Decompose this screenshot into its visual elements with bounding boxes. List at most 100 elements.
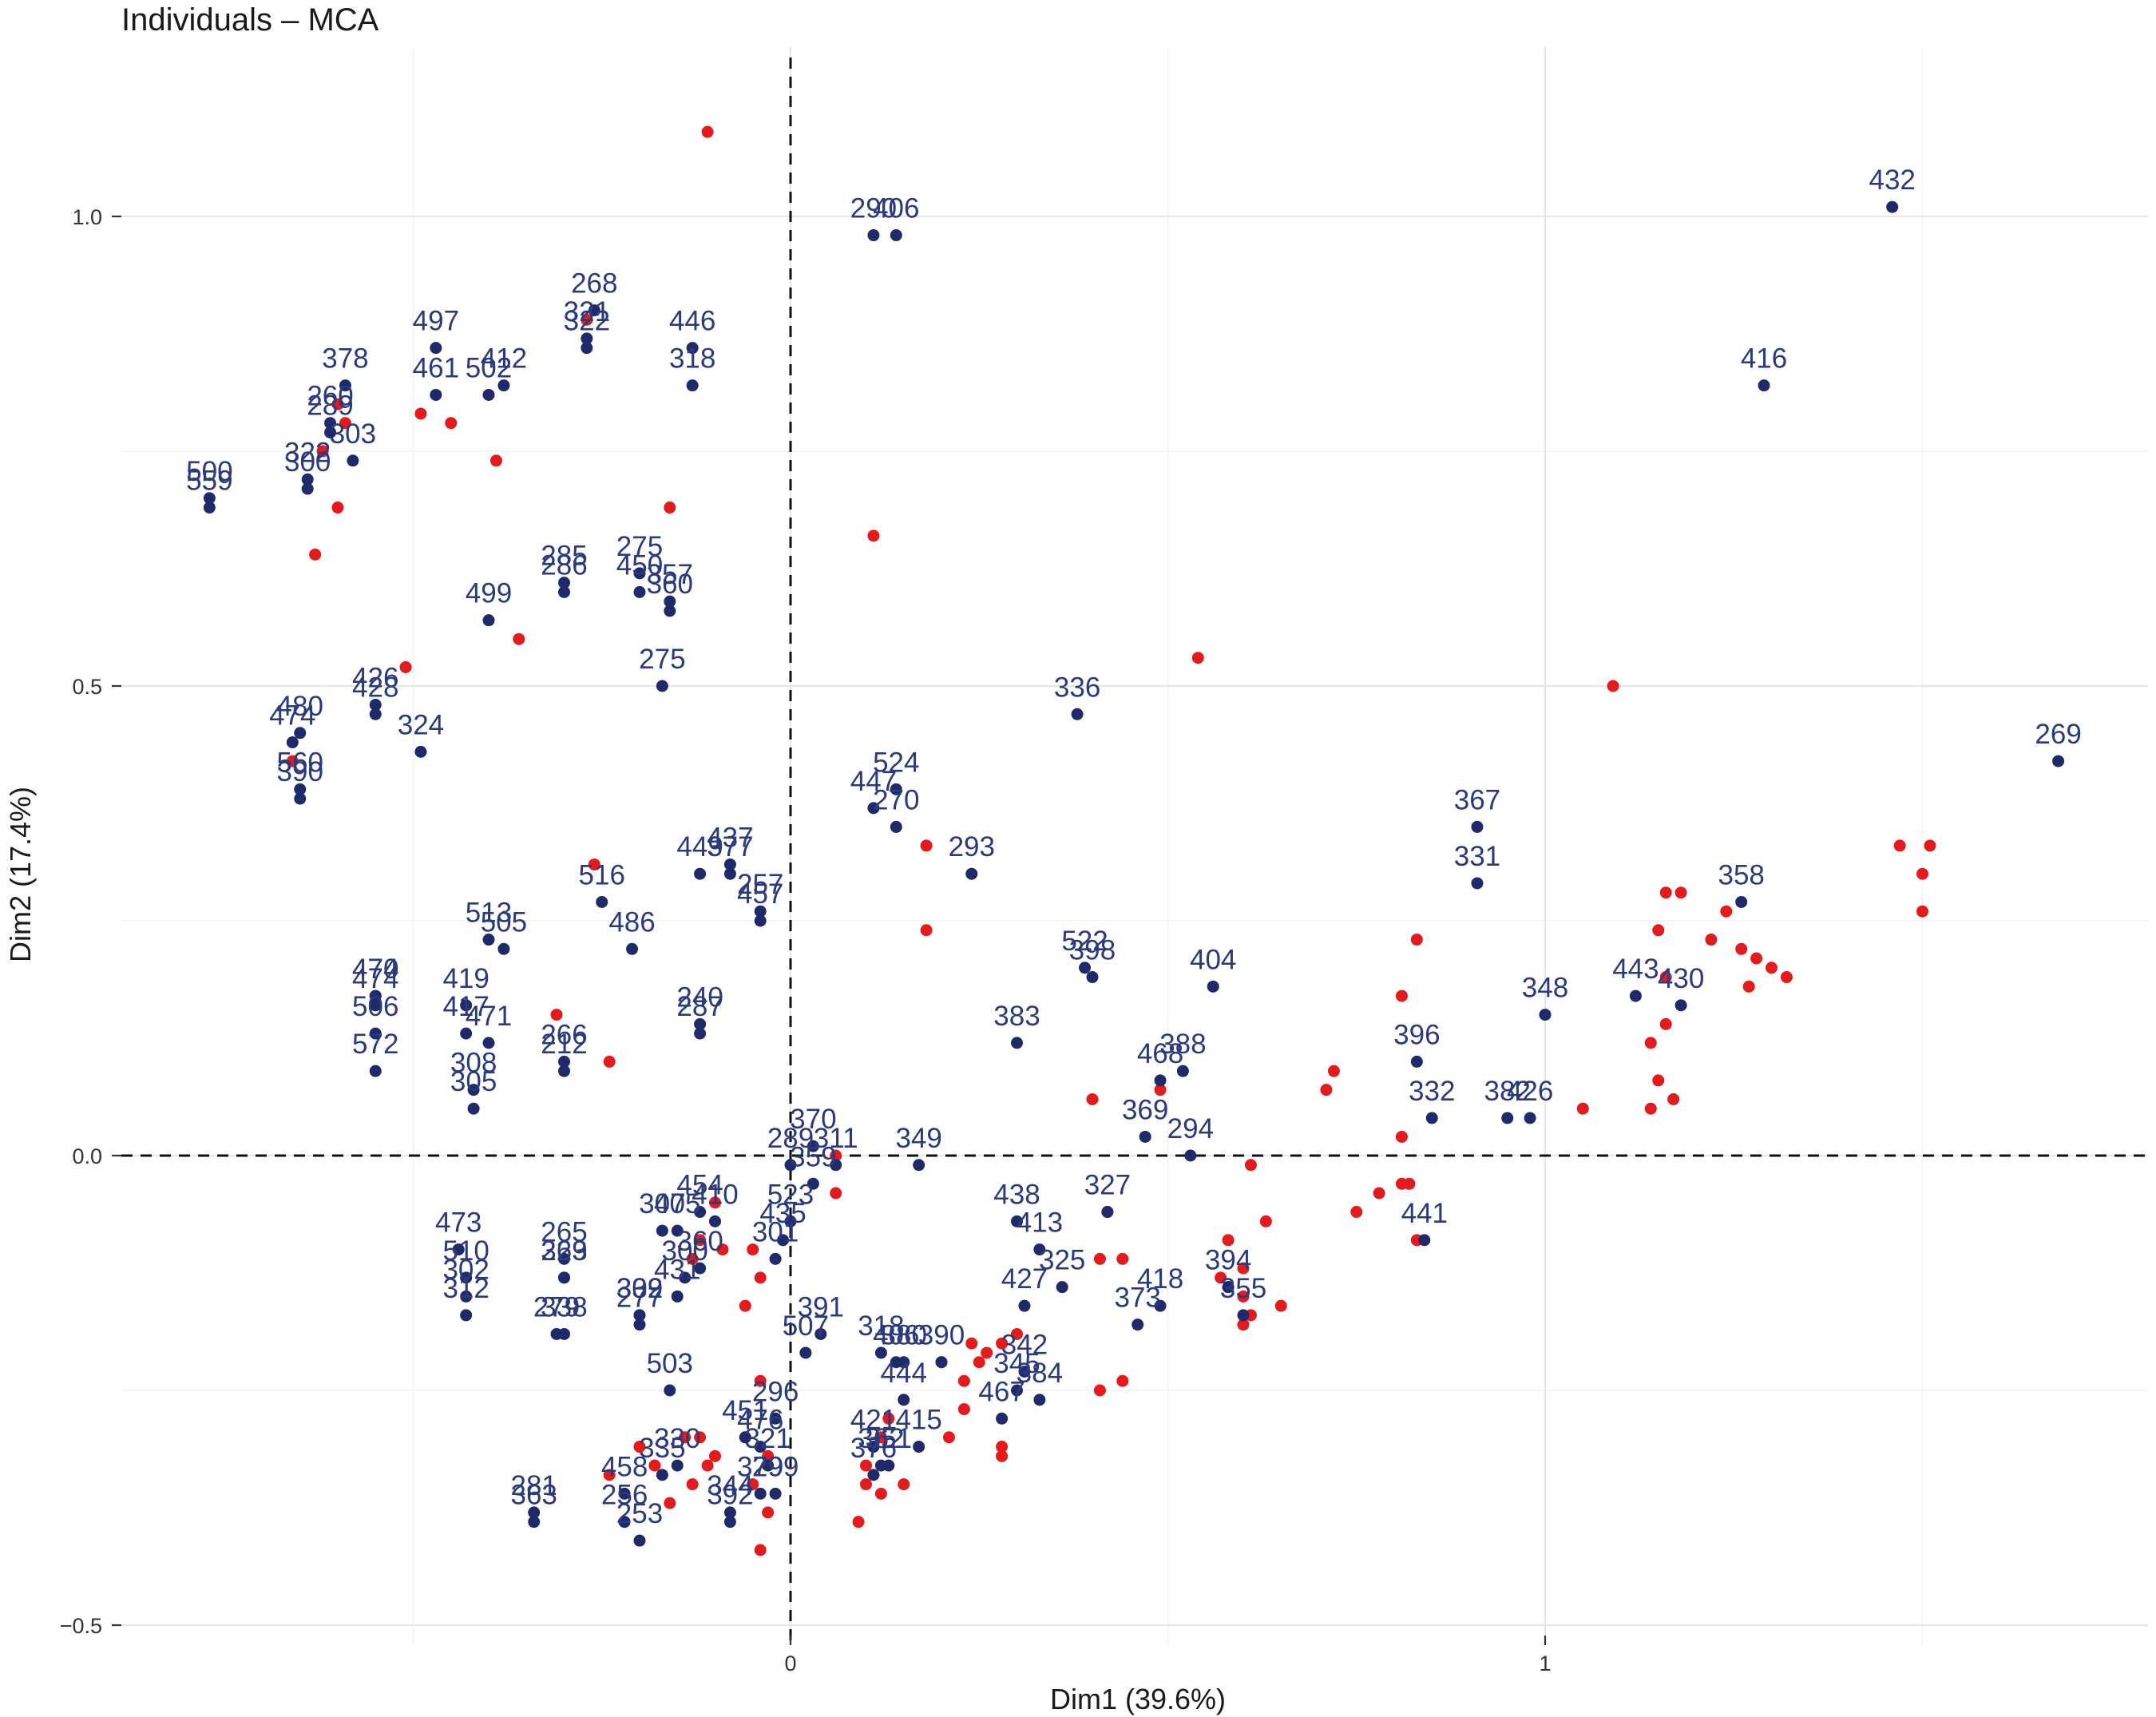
labeled-point — [497, 379, 510, 392]
point-label: 446 — [669, 306, 715, 337]
point-label: 335 — [639, 1433, 685, 1464]
labeled-point — [656, 1224, 668, 1237]
point-label: 289 — [767, 1123, 814, 1154]
red-point — [747, 1478, 759, 1491]
red-point — [874, 1487, 887, 1500]
labeled-point — [1501, 1112, 1514, 1124]
labeled-point — [686, 379, 699, 392]
point-label: 212 — [541, 1029, 587, 1060]
point-label: 391 — [798, 1291, 844, 1322]
point-label: 405 — [654, 1188, 700, 1219]
labeled-point — [633, 1534, 646, 1547]
labeled-point — [633, 567, 646, 580]
red-point — [686, 1478, 699, 1491]
point-label: 327 — [1084, 1170, 1131, 1201]
labeled-point — [1207, 980, 1219, 993]
point-label: 382 — [1484, 1076, 1531, 1107]
point-label: 474 — [269, 700, 315, 732]
point-label: 473 — [435, 1207, 482, 1239]
point-label: 406 — [873, 193, 919, 224]
red-point — [920, 924, 933, 937]
point-label: 394 — [1205, 1245, 1251, 1276]
labeled-point — [482, 1037, 495, 1049]
point-label: 454 — [676, 1170, 723, 1201]
labeled-point — [633, 585, 646, 598]
point-label: 404 — [1190, 944, 1236, 975]
labeled-point — [777, 1234, 790, 1247]
point-label: 253 — [616, 1498, 663, 1529]
red-point — [694, 1431, 707, 1444]
labeled-point — [369, 989, 382, 1002]
red-point — [1659, 1017, 1672, 1030]
point-label: 378 — [322, 343, 368, 375]
red-point — [762, 1506, 775, 1519]
labeled-point — [497, 942, 510, 955]
point-label: 572 — [352, 1029, 398, 1060]
red-point — [716, 1243, 729, 1256]
red-point — [1244, 1159, 1257, 1172]
labeled-point — [467, 1102, 480, 1115]
red-point — [754, 1544, 767, 1556]
point-label: 266 — [541, 1019, 587, 1050]
labeled-point — [294, 727, 307, 740]
labeled-point — [618, 1516, 631, 1529]
labeled-point — [769, 1252, 782, 1265]
labeled-point — [369, 1027, 382, 1040]
labeled-point — [723, 1506, 736, 1519]
red-point — [1780, 971, 1793, 984]
point-label: 524 — [873, 747, 919, 778]
labeled-point — [762, 1459, 775, 1472]
point-label: 390 — [277, 756, 323, 787]
labeled-point — [460, 1309, 473, 1322]
point-label: 435 — [759, 1198, 806, 1229]
point-label: 470 — [352, 954, 398, 985]
point-label: 417 — [442, 991, 489, 1022]
point-label: 277 — [616, 1283, 663, 1314]
labeled-point — [1886, 200, 1899, 213]
labeled-point — [686, 342, 699, 355]
labeled-point — [769, 1487, 782, 1500]
point-label: 432 — [1869, 165, 1915, 196]
point-label: 522 — [1061, 926, 1108, 957]
point-label: 413 — [1017, 1207, 1063, 1239]
point-label: 461 — [413, 352, 459, 383]
point-label: 342 — [1001, 1329, 1048, 1360]
point-label: 260 — [307, 381, 353, 412]
point-label: 358 — [1718, 859, 1764, 890]
point-label: 338 — [541, 1291, 587, 1322]
red-point — [860, 1459, 872, 1472]
red-point — [1735, 942, 1748, 955]
labeled-point — [1237, 1309, 1250, 1322]
point-label: 474 — [352, 963, 398, 994]
red-point — [286, 755, 299, 767]
red-point — [957, 1374, 970, 1387]
labeled-point — [996, 1412, 1009, 1425]
labeled-point — [558, 1055, 570, 1068]
labeled-point — [430, 342, 442, 355]
labeled-point — [656, 1469, 668, 1481]
labeled-point — [874, 1346, 887, 1359]
point-label: 480 — [277, 691, 323, 722]
red-point — [513, 632, 525, 645]
point-label: 451 — [722, 1395, 768, 1426]
point-label: 240 — [676, 981, 723, 1013]
point-label: 560 — [277, 747, 323, 778]
red-point — [830, 1149, 842, 1162]
labeled-point — [671, 1290, 684, 1303]
point-label: 303 — [330, 418, 376, 450]
red-point — [1011, 1327, 1023, 1340]
labeled-point — [414, 745, 427, 758]
red-point — [1607, 680, 1619, 692]
labeled-point — [1086, 971, 1099, 984]
point-label: 294 — [1167, 1113, 1214, 1144]
red-point — [1766, 962, 1778, 974]
red-point — [996, 1449, 1009, 1462]
red-point — [830, 1187, 842, 1200]
point-label: 500 — [186, 456, 232, 487]
point-label: 516 — [579, 859, 625, 890]
point-label: 503 — [647, 1348, 693, 1379]
labeled-point — [694, 867, 707, 880]
red-point — [867, 529, 880, 542]
reference-lines — [121, 57, 2148, 1645]
point-label: 279 — [533, 1291, 580, 1322]
